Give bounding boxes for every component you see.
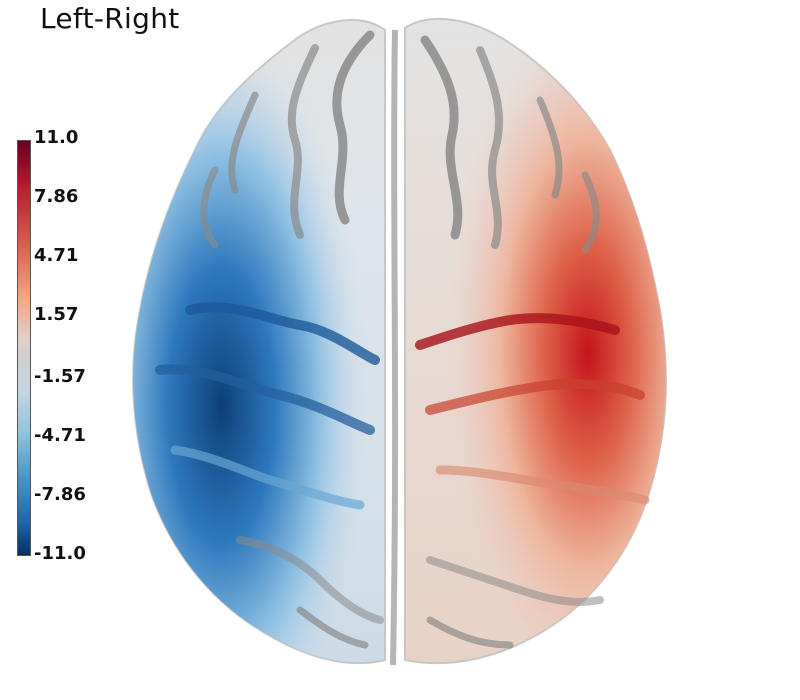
colorbar-tick: 4.71 xyxy=(34,245,79,266)
colorbar-tick: -1.57 xyxy=(34,366,86,387)
colorbar xyxy=(17,140,31,556)
colorbar-tick: 1.57 xyxy=(34,304,79,325)
figure-title: Left-Right xyxy=(40,2,180,35)
colorbar-tick: 7.86 xyxy=(34,186,79,207)
right-hemisphere xyxy=(404,17,667,665)
colorbar-tick: 11.0 xyxy=(34,127,79,148)
left-hemisphere xyxy=(132,19,386,665)
longitudinal-fissure xyxy=(390,29,399,666)
colorbar-tick: -4.71 xyxy=(34,425,86,446)
colorbar-tick: -7.86 xyxy=(34,484,86,505)
colorbar-tick: -11.0 xyxy=(34,543,86,564)
